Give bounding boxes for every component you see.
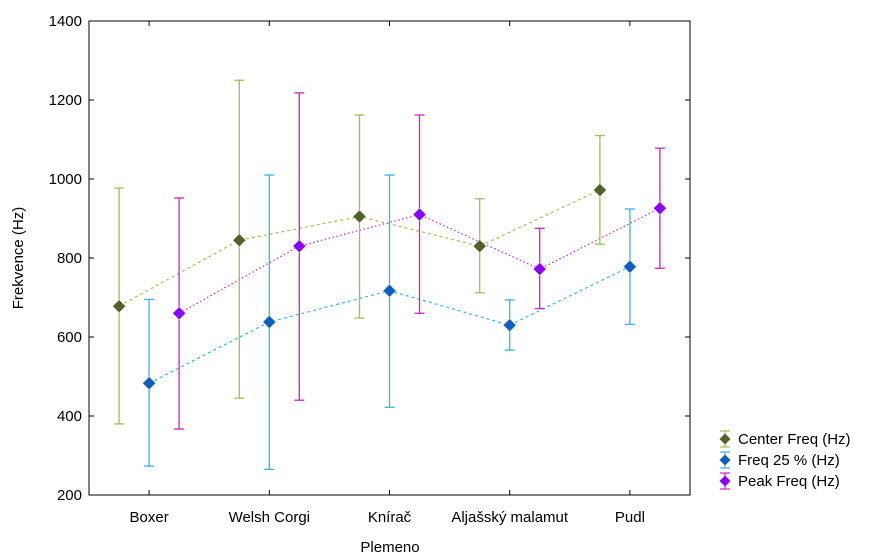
x-tick-label: Knírač	[368, 509, 412, 526]
mean-point	[352, 209, 367, 224]
x-tick-label: Boxer	[130, 509, 169, 526]
mean-point	[472, 239, 487, 254]
mean-point	[292, 239, 307, 254]
legend-label: Freq 25 % (Hz)	[738, 452, 840, 469]
y-tick-label: 800	[57, 250, 82, 267]
mean-point	[412, 207, 427, 222]
y-axis: 200 400 600 800 1000 1200 1400	[49, 13, 690, 504]
legend-marker	[719, 454, 731, 466]
y-tick-label: 400	[57, 408, 82, 425]
mean-point	[262, 315, 277, 329]
mean-point	[382, 283, 397, 298]
mean-point	[172, 306, 186, 321]
error-bars	[114, 79, 665, 470]
y-tick-label: 1400	[49, 13, 82, 30]
mean-point	[532, 262, 547, 276]
legend: Center Freq (Hz) Freq 25 % (Hz) Peak Freq …	[719, 430, 851, 490]
x-tick-label: Welsh Corgi	[229, 509, 310, 526]
legend-marker	[719, 475, 731, 487]
mean-point	[142, 376, 156, 391]
y-tick-label: 200	[57, 487, 82, 504]
legend-label: Center Freq (Hz)	[738, 431, 851, 448]
legend-label: Peak Freq (Hz)	[738, 473, 840, 490]
x-axis-title: Plemeno	[360, 539, 419, 554]
x-axis: Boxer Welsh Corgi Knírač Aljašský malamut Pu…	[130, 21, 645, 526]
mean-point	[623, 259, 637, 274]
y-tick-label: 1000	[49, 171, 82, 188]
y-axis-title: Frekvence (Hz)	[10, 207, 27, 310]
data-markers	[112, 183, 667, 391]
y-tick-label: 600	[57, 329, 82, 346]
legend-marker	[719, 433, 731, 445]
mean-point	[112, 299, 126, 314]
mean-point	[653, 201, 667, 216]
mean-point	[232, 233, 247, 248]
mean-point	[502, 318, 517, 333]
mean-point	[593, 183, 607, 197]
x-tick-label: Aljašský malamut	[451, 509, 569, 526]
x-tick-label: Pudl	[615, 509, 645, 526]
y-tick-label: 1200	[49, 92, 82, 109]
